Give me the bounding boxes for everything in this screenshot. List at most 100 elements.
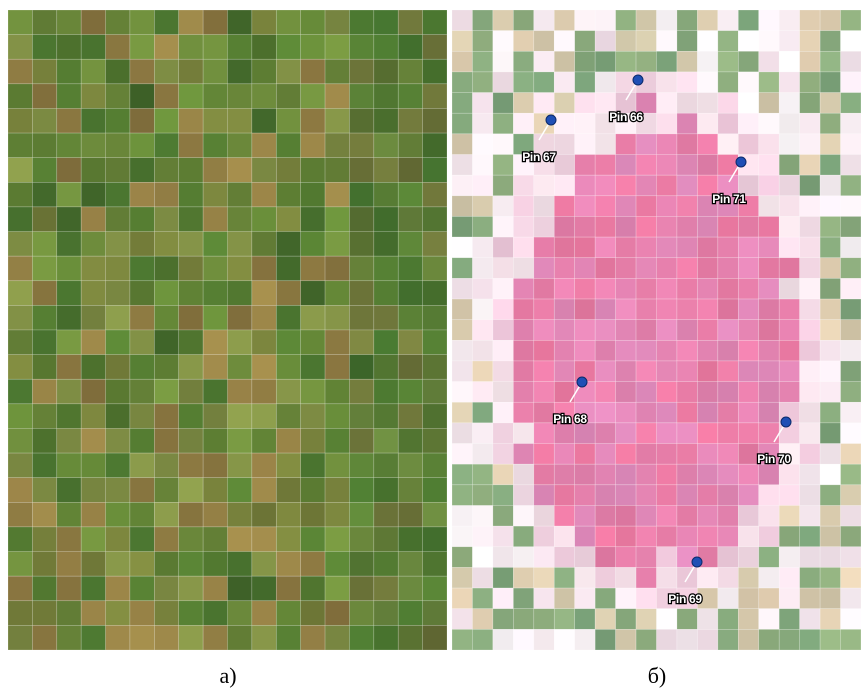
pixel <box>349 478 373 503</box>
pixel <box>554 567 574 588</box>
pixel <box>130 502 154 527</box>
pixel <box>800 278 820 299</box>
pixel <box>513 10 533 31</box>
pixel <box>493 444 513 465</box>
pixel <box>228 10 252 35</box>
pixel <box>325 133 349 158</box>
pixel <box>325 330 349 355</box>
pixel <box>398 35 422 60</box>
pixel <box>179 330 203 355</box>
pixel <box>423 305 447 330</box>
pixel <box>697 361 717 382</box>
pixel <box>130 232 154 257</box>
pixel <box>8 478 32 503</box>
pixel <box>738 485 758 506</box>
pixel <box>738 72 758 93</box>
pixel <box>841 505 861 526</box>
pixel <box>349 527 373 552</box>
pixel <box>697 10 717 31</box>
pixel <box>820 629 840 650</box>
pixel <box>554 278 574 299</box>
pixel <box>130 207 154 232</box>
pixel <box>154 182 178 207</box>
pixel <box>423 379 447 404</box>
pixel <box>228 355 252 380</box>
pixel <box>718 216 738 237</box>
pixel <box>677 361 697 382</box>
pixel <box>759 299 779 320</box>
pixel <box>472 464 492 485</box>
pixel <box>820 382 840 403</box>
pixel <box>493 505 513 526</box>
pixel <box>228 305 252 330</box>
pixel <box>423 502 447 527</box>
pixel <box>697 340 717 361</box>
pixel <box>697 299 717 320</box>
image-a <box>8 10 447 650</box>
pixel <box>718 10 738 31</box>
pixel <box>657 258 677 279</box>
pixel <box>57 133 81 158</box>
pixel <box>57 35 81 60</box>
pixel <box>677 155 697 176</box>
pixel <box>452 237 472 258</box>
pixel <box>800 485 820 506</box>
pixel <box>800 423 820 444</box>
pixel <box>534 485 554 506</box>
pixel <box>779 382 799 403</box>
pixel <box>423 108 447 133</box>
pixel <box>759 464 779 485</box>
pixel <box>325 10 349 35</box>
pixel <box>575 31 595 52</box>
pixel <box>130 256 154 281</box>
pixel <box>595 526 615 547</box>
pixel <box>130 305 154 330</box>
pixel <box>677 175 697 196</box>
pixel <box>575 320 595 341</box>
pixel <box>841 526 861 547</box>
pixel <box>423 576 447 601</box>
pixel <box>738 588 758 609</box>
pixel <box>398 404 422 429</box>
pixel <box>800 134 820 155</box>
pixel <box>738 464 758 485</box>
pixel <box>276 527 300 552</box>
pixel <box>800 320 820 341</box>
pixel <box>595 72 615 93</box>
pixel <box>820 547 840 568</box>
pixel <box>697 464 717 485</box>
pixel <box>513 320 533 341</box>
pixel <box>493 196 513 217</box>
pixel <box>718 609 738 630</box>
pixel <box>179 379 203 404</box>
pixel <box>252 133 276 158</box>
pixel <box>575 93 595 114</box>
pixel <box>8 256 32 281</box>
pixel <box>759 505 779 526</box>
pixel <box>228 379 252 404</box>
pixel <box>575 10 595 31</box>
pixel <box>575 505 595 526</box>
pixel <box>759 134 779 155</box>
pixel <box>8 379 32 404</box>
pixel <box>554 588 574 609</box>
pixel <box>252 404 276 429</box>
pin-label: Pin 66 <box>609 110 643 124</box>
pixel <box>616 175 636 196</box>
pixel <box>616 505 636 526</box>
pixel <box>534 175 554 196</box>
pixel <box>32 453 56 478</box>
pixel <box>697 258 717 279</box>
pixel <box>820 216 840 237</box>
pixel <box>493 216 513 237</box>
image-b <box>452 10 861 650</box>
pixel <box>252 281 276 306</box>
pixel <box>779 588 799 609</box>
pixel <box>820 320 840 341</box>
pixel <box>325 281 349 306</box>
pixel <box>697 134 717 155</box>
pixel <box>595 258 615 279</box>
pixel <box>554 155 574 176</box>
pixel <box>657 134 677 155</box>
pixel <box>513 382 533 403</box>
